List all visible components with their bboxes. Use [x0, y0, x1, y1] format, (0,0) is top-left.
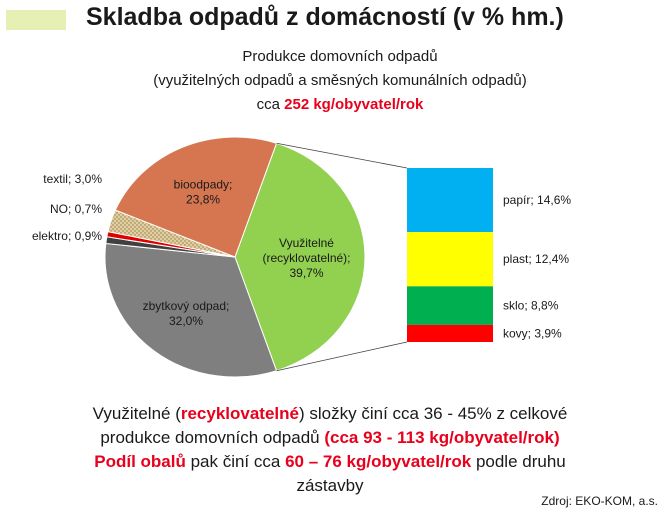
- chart-subtitle: Produkce domovních odpadů (využitelných …: [40, 45, 640, 117]
- summary-l3-c: 60 – 76 kg/obyvatel/rok: [285, 452, 472, 471]
- summary-line-2: produkce domovních odpadů (cca 93 - 113 …: [20, 426, 640, 450]
- recyclables-stacked-bar: papír; 14,6% plast; 12,4% sklo; 8,8% kovy; …: [407, 168, 571, 342]
- summary-l3-d: podle druhu: [471, 452, 566, 471]
- pie-label-bioodpady: bioodpady; 23,8%: [174, 177, 233, 206]
- subtitle-line-3: cca 252 kg/obyvatel/rok: [40, 93, 640, 117]
- summary-l1-b: recyklovatelné: [180, 404, 299, 423]
- bar-segment-plast: [407, 231, 493, 287]
- connector-bottom: [276, 341, 408, 372]
- bar-segment-papir: [407, 168, 493, 232]
- connector-top: [276, 142, 408, 169]
- summary-line-4: zástavby: [296, 476, 364, 495]
- pie-label-elektro: elektro; 0,9%: [32, 229, 102, 243]
- bar-segment-sklo: [407, 286, 493, 325]
- pie-label-textil: textil; 3,0%: [43, 172, 102, 186]
- pie-slice-zbytkovy-odpad: [104, 242, 278, 378]
- summary-l1-a: Využitelné (: [92, 404, 181, 423]
- pie-chart: [104, 136, 366, 378]
- subtitle-line-3-prefix: cca: [256, 96, 285, 113]
- summary-line-1: Využitelné (recyklovatelné) složky činí …: [20, 402, 640, 426]
- bar-label-papir: papír; 14,6%: [503, 193, 571, 207]
- bar-label-sklo: sklo; 8,8%: [503, 299, 559, 313]
- source-note: Zdroj: EKO-KOM, a.s.: [541, 494, 658, 508]
- summary-l2-a: produkce domovních odpadů: [100, 428, 325, 447]
- bar-segment-kovy: [407, 324, 493, 342]
- chart-labels: Využitelné (recyklovatelné); 39,7% zbytkový…: [32, 172, 351, 328]
- summary-l2-b: (cca 93 - 113 kg/obyvatel/rok): [324, 428, 560, 447]
- summary-text: Využitelné (recyklovatelné) složky činí …: [20, 402, 640, 498]
- summary-l3-a: Podíl obalů: [94, 452, 186, 471]
- pie-label-vyuzitelne-recyklovatelne: Využitelné (recyklovatelné); 39,7%: [262, 236, 350, 280]
- chart-area: papír; 14,6% plast; 12,4% sklo; 8,8% kovy; …: [32, 136, 571, 378]
- summary-l1-c: ) složky činí cca 36 - 45% z celkové: [299, 404, 568, 423]
- pie-label-no: NO; 0,7%: [50, 202, 102, 216]
- subtitle-line-3-highlight: 252 kg/obyvatel/rok: [284, 96, 424, 113]
- pie-slice-vyuzitelne-recyklovatelne: [234, 142, 366, 372]
- bar-label-kovy: kovy; 3,9%: [503, 326, 562, 340]
- summary-line-3: Podíl obalů pak činí cca 60 – 76 kg/obyv…: [20, 450, 640, 474]
- subtitle-line-2: (využitelných odpadů a směsných komunáln…: [153, 72, 527, 89]
- pie-label-zbytkovy-odpad: zbytkový odpad; 32,0%: [143, 299, 230, 328]
- subtitle-line-1: Produkce domovních odpadů: [242, 48, 438, 65]
- pie-slice-bioodpady: [114, 136, 278, 258]
- slide-title: Skladba odpadů z domácností (v % hm.): [86, 3, 564, 31]
- bar-label-plast: plast; 12,4%: [503, 252, 569, 266]
- summary-l3-b: pak činí cca: [185, 452, 286, 471]
- title-accent-bar: [6, 10, 66, 30]
- pie-to-bar-connectors: [276, 142, 408, 372]
